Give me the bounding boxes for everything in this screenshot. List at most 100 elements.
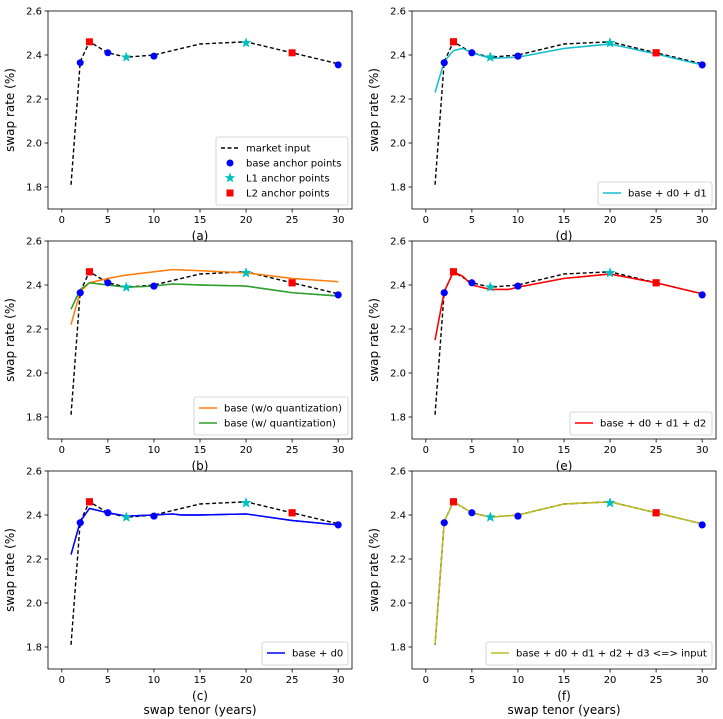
anchor-point: [604, 267, 616, 278]
y-tick-label: 2.0: [390, 369, 406, 380]
data-point: [85, 38, 93, 46]
legend-label: base + d0 + d1 + d2 + d3 <=> input: [516, 649, 707, 660]
y-tick-label: 2.4: [26, 281, 42, 292]
legend: base + d0 + d1: [597, 181, 713, 206]
x-tick-label: 5: [469, 445, 475, 456]
y-axis-label: swap rate (%): [367, 68, 381, 152]
x-tick-label: 15: [194, 215, 207, 226]
data-point: [288, 49, 296, 57]
anchor-point: [240, 497, 252, 508]
anchor-point: [240, 267, 252, 278]
anchor-point: [514, 282, 522, 290]
y-axis-label: swap rate (%): [3, 68, 17, 152]
x-tick-label: 30: [696, 445, 709, 456]
y-axis-label: swap rate (%): [367, 298, 381, 382]
x-tick-label: 20: [604, 445, 617, 456]
chart-panel-1: 0 5 10 15 20 25 30 1.8 2.0 2.2 2.4 2.6 swap rate (%)…: [367, 7, 717, 243]
anchor-point: [449, 268, 457, 276]
y-tick-label: 1.8: [390, 183, 406, 194]
y-tick-label: 1.8: [390, 413, 406, 424]
panel-caption: (b): [192, 459, 209, 473]
x-tick-label: 5: [105, 445, 111, 456]
y-tick-label: 2.2: [390, 95, 406, 106]
anchor-point: [604, 37, 616, 48]
anchor-point: [334, 521, 342, 529]
x-tick-label: 10: [512, 445, 525, 456]
x-tick-label: 0: [423, 445, 429, 456]
series-line: [434, 43, 703, 93]
y-tick-label: 1.8: [26, 183, 42, 194]
y-tick-label: 2.4: [390, 51, 406, 62]
series-line: [70, 40, 339, 185]
y-tick-label: 2.0: [26, 139, 42, 150]
legend-marker: [224, 172, 236, 183]
x-tick-label: 25: [650, 675, 663, 686]
series-line: [434, 500, 703, 645]
panel-caption: (f): [557, 689, 571, 703]
legend: base (w/o quantization) base (w/ quantiza…: [193, 396, 349, 436]
x-tick-label: 30: [696, 675, 709, 686]
x-tick-label: 20: [240, 215, 253, 226]
data-point: [240, 37, 252, 48]
y-tick-label: 2.4: [26, 511, 42, 522]
anchor-point: [85, 498, 93, 506]
anchor-point: [652, 279, 660, 287]
y-axis-label: swap rate (%): [3, 298, 17, 382]
anchor-point: [440, 59, 448, 67]
legend: market input base anchor points L1 anchor …: [215, 136, 349, 206]
x-tick-label: 15: [558, 445, 571, 456]
x-tick-label: 25: [286, 215, 299, 226]
data-point: [76, 59, 84, 67]
series-line: [70, 268, 339, 325]
y-tick-label: 1.8: [26, 643, 42, 654]
legend-label: base + d0: [292, 649, 343, 660]
plot-frame: [411, 10, 717, 210]
anchor-point: [121, 281, 132, 292]
y-tick-label: 2.4: [390, 511, 406, 522]
legend: base + d0: [261, 641, 349, 666]
chart-panel-5: 0 5 10 15 20 25 30 1.8 2.0 2.2 2.4 2.6 swap rate (%)…: [367, 467, 717, 717]
anchor-point: [485, 511, 496, 522]
x-tick-label: 5: [469, 215, 475, 226]
anchor-point: [468, 509, 476, 517]
y-tick-label: 2.2: [26, 325, 42, 336]
panel-caption: (c): [192, 689, 208, 703]
series-line: [434, 500, 703, 645]
chart-panel-4: 0 5 10 15 20 25 30 1.8 2.0 2.2 2.4 2.6 swap rate (%)…: [3, 467, 353, 717]
anchor-point: [514, 512, 522, 520]
anchor-point: [485, 281, 496, 292]
panel-caption: (d): [556, 229, 573, 243]
anchor-point: [104, 509, 112, 517]
x-tick-label: 5: [469, 675, 475, 686]
x-tick-label: 0: [423, 215, 429, 226]
x-axis-label: swap tenor (years): [507, 703, 620, 717]
anchor-point: [150, 512, 158, 520]
legend-label: L2 anchor points: [246, 189, 330, 200]
x-tick-label: 30: [696, 215, 709, 226]
anchor-point: [288, 509, 296, 517]
y-axis-label: swap rate (%): [3, 528, 17, 612]
anchor-point: [698, 291, 706, 299]
y-tick-label: 1.8: [390, 643, 406, 654]
anchor-point: [334, 291, 342, 299]
legend-label: base (w/ quantization): [224, 419, 336, 430]
y-tick-label: 2.2: [26, 555, 42, 566]
y-tick-label: 2.6: [390, 467, 406, 478]
anchor-point: [440, 519, 448, 527]
anchor-point: [449, 38, 457, 46]
chart-panel-3: 0 5 10 15 20 25 30 1.8 2.0 2.2 2.4 2.6 swap rate (%)…: [367, 237, 717, 473]
x-tick-label: 5: [105, 215, 111, 226]
y-tick-label: 1.8: [26, 413, 42, 424]
data-point: [121, 51, 132, 62]
anchor-point: [121, 511, 132, 522]
y-tick-label: 2.2: [390, 325, 406, 336]
x-tick-label: 20: [240, 445, 253, 456]
x-tick-label: 30: [332, 675, 345, 686]
x-tick-label: 25: [286, 675, 299, 686]
anchor-point: [514, 52, 522, 60]
x-tick-label: 15: [194, 445, 207, 456]
x-tick-label: 10: [148, 675, 161, 686]
anchor-point: [698, 61, 706, 69]
anchor-point: [468, 49, 476, 57]
